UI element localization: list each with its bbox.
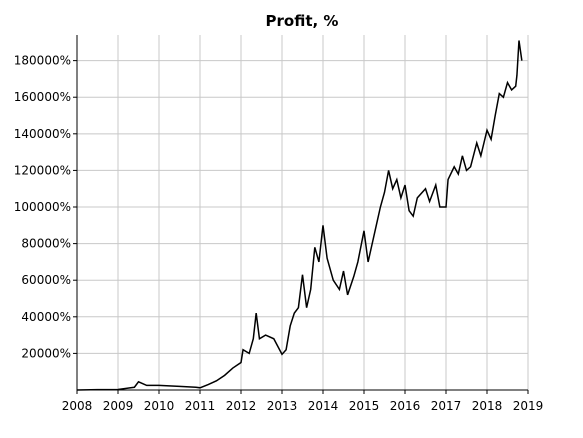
line (76, 40, 523, 391)
x-tick-label: 2015 (349, 399, 380, 413)
y-tick-label: 180000% (14, 54, 71, 68)
x-tick-label: 2016 (390, 399, 421, 413)
y-tick-label: 80000% (21, 237, 71, 251)
y-tick-label: 120000% (14, 163, 71, 177)
x-tick-label: 2011 (185, 399, 216, 413)
y-tick-label: 60000% (21, 273, 71, 287)
x-tick-label: 2010 (144, 399, 175, 413)
y-tick-label: 100000% (14, 200, 71, 214)
x-tick-label: 2009 (103, 399, 134, 413)
x-tick-label: 2019 (513, 399, 544, 413)
y-tick-label: 20000% (21, 346, 71, 360)
x-tick-label: 2017 (431, 399, 462, 413)
y-tick-label: 140000% (14, 127, 71, 141)
x-tick-label: 2014 (308, 399, 339, 413)
y-tick-label: 160000% (14, 90, 71, 104)
x-tick-label: 2013 (267, 399, 298, 413)
x-tick-label: 2012 (226, 399, 257, 413)
x-tick-label: 2008 (62, 399, 93, 413)
chart-title: Profit, % (266, 12, 339, 30)
y-tick-label: 40000% (21, 310, 71, 324)
x-tick-label: 2018 (472, 399, 503, 413)
